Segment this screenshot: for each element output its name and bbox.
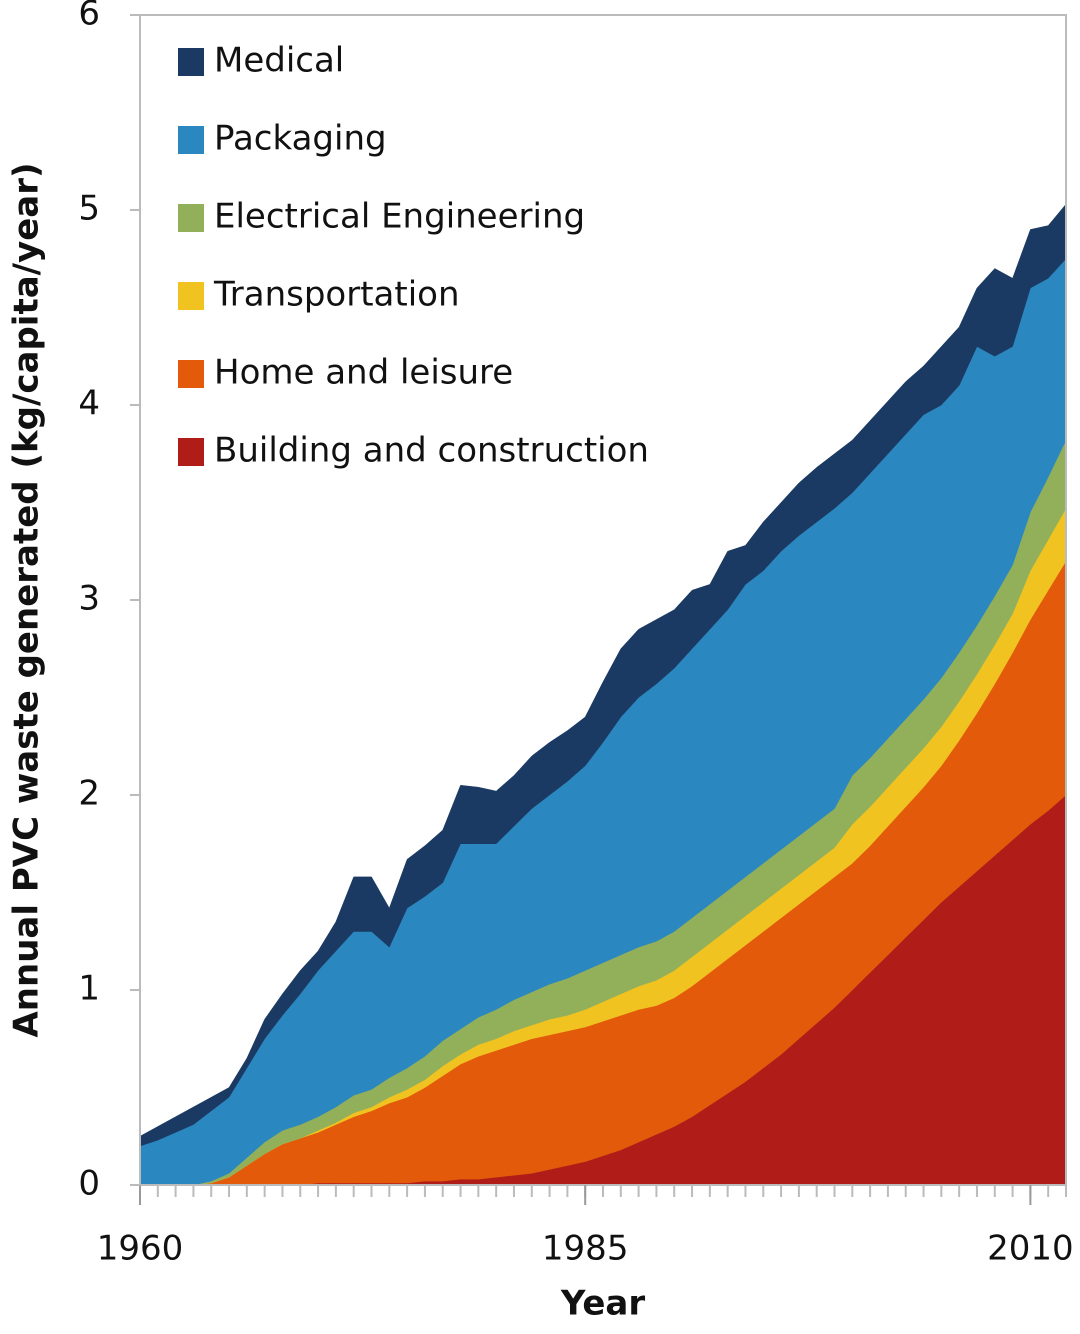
x-tick-label: 1960 xyxy=(97,1229,184,1269)
legend-label: Transportation xyxy=(213,275,460,315)
legend-swatch xyxy=(178,282,204,310)
legend-label: Medical xyxy=(214,41,344,81)
x-axis-label: Year xyxy=(560,1284,646,1324)
legend-swatch xyxy=(178,204,204,232)
y-tick-label: 1 xyxy=(78,969,100,1009)
legend-swatch xyxy=(178,360,204,388)
legend-swatch xyxy=(178,48,204,76)
y-tick-label: 0 xyxy=(78,1164,100,1204)
y-tick-label: 3 xyxy=(78,579,100,619)
x-tick-label: 2010 xyxy=(987,1229,1074,1269)
y-tick-label: 5 xyxy=(78,189,100,229)
y-axis-label: Annual PVC waste generated (kg/capita/ye… xyxy=(7,162,47,1037)
legend-label: Home and leisure xyxy=(214,353,513,393)
y-tick-label: 6 xyxy=(78,0,100,34)
plot-area xyxy=(139,203,1067,1186)
legend-swatch xyxy=(178,126,204,154)
x-tick-label: 1985 xyxy=(542,1229,629,1269)
legend-label: Building and construction xyxy=(214,431,649,471)
legend-label: Packaging xyxy=(214,119,387,159)
y-tick-label: 4 xyxy=(78,384,100,424)
y-tick-label: 2 xyxy=(78,774,100,814)
legend-swatch xyxy=(178,438,204,466)
legend-label: Electrical Engineering xyxy=(214,197,585,237)
